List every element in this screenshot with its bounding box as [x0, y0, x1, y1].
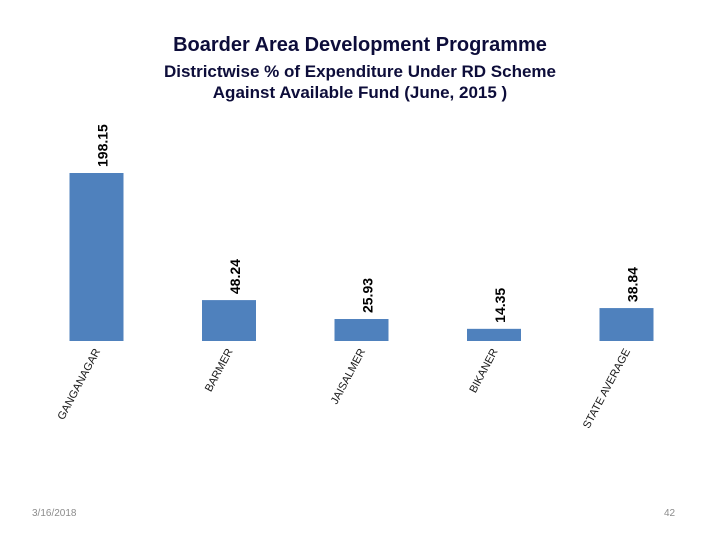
data-label-ganganagar: 198.15	[95, 124, 111, 167]
data-label-jaisalmer: 25.93	[360, 278, 376, 313]
data-label-bikaner: 14.35	[492, 288, 508, 323]
chart-title: Boarder Area Development Programme	[173, 34, 547, 56]
footer-date: 3/16/2018	[32, 508, 77, 519]
data-label-barmer: 48.24	[227, 259, 243, 294]
tick-label-ganganagar: GANGANAGAR	[56, 347, 104, 422]
tick-label-barmer: BARMER	[203, 347, 236, 394]
bar-state-average	[599, 308, 654, 341]
tick-label-bikaner: BIKANER	[467, 347, 500, 395]
chart-subtitle-line-1: Districtwise % of Expenditure Under RD S…	[163, 62, 557, 81]
chart-subtitle-line-2: Against Available Fund (June, 2015 )	[212, 83, 508, 102]
data-label-state-average: 38.84	[625, 267, 641, 302]
page-number: 42	[664, 508, 676, 519]
tick-label-jaisalmer: JAISALMER	[329, 347, 368, 407]
bar-jaisalmer	[334, 319, 389, 341]
tick-label-state-average: STATE AVERAGE	[581, 347, 633, 431]
bar-ganganagar	[69, 173, 124, 341]
bar-bikaner	[467, 328, 521, 341]
bar-barmer	[202, 300, 256, 341]
